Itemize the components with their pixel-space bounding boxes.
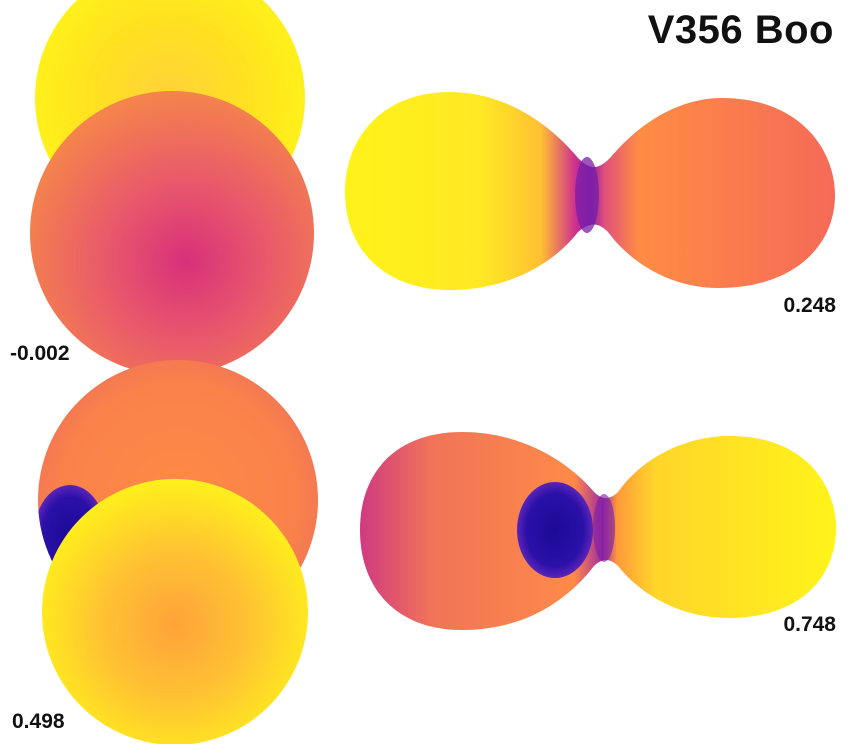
panel-phase-0498 [38, 360, 318, 745]
panel-phase-minus-0002 [30, 0, 314, 375]
phase-label: 0.748 [783, 613, 836, 636]
figure-title: V356 Boo [647, 8, 834, 52]
phase-label: 0.248 [783, 294, 836, 317]
front-star-yellow [42, 479, 308, 745]
panel-phase-0748 [360, 432, 836, 630]
neck-dark-band [593, 494, 615, 562]
neck-dark-band [575, 157, 599, 233]
panel-phase-0248 [345, 92, 835, 290]
phase-label: -0.002 [10, 342, 70, 365]
starspot-contact-binary [517, 482, 593, 578]
phase-label: 0.498 [12, 710, 65, 733]
front-star-pink [30, 91, 314, 375]
